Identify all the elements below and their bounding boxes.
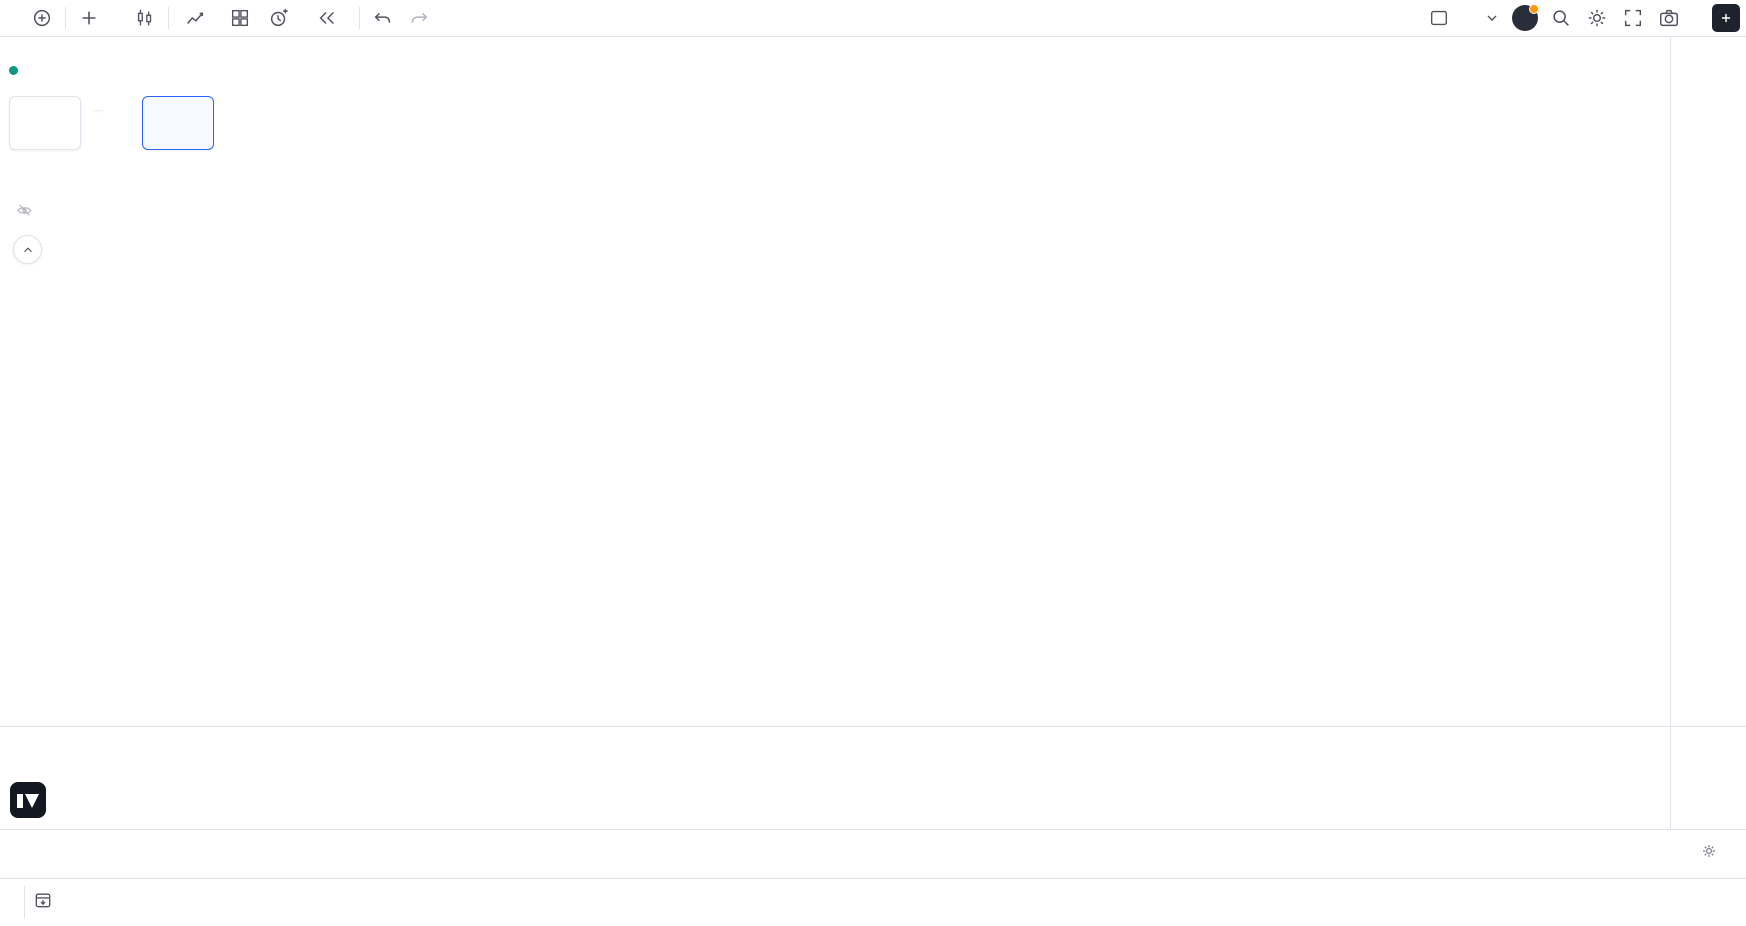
timeframe-button[interactable] bbox=[108, 4, 126, 32]
tradingview-logo[interactable] bbox=[10, 782, 55, 818]
trade-button[interactable] bbox=[1688, 4, 1706, 32]
compare-add-icon bbox=[33, 9, 51, 27]
layout-save-button[interactable] bbox=[1458, 4, 1476, 32]
search-icon bbox=[1553, 10, 1569, 26]
time-axis-settings-icon[interactable] bbox=[1700, 842, 1718, 865]
chevron-down-icon bbox=[1487, 15, 1497, 21]
notification-dot bbox=[1529, 4, 1539, 14]
redo-button[interactable] bbox=[402, 4, 436, 32]
alert-clock-icon bbox=[270, 8, 288, 27]
plus-icon bbox=[82, 11, 96, 25]
gear-icon bbox=[1588, 9, 1606, 27]
layout-window-icon bbox=[1430, 10, 1448, 26]
chevron-up-icon bbox=[23, 246, 32, 252]
undo-button[interactable] bbox=[366, 4, 400, 32]
buy-button[interactable] bbox=[142, 96, 214, 150]
candles-icon bbox=[137, 9, 152, 26]
pane-separator[interactable] bbox=[0, 726, 1746, 727]
layout-window-button[interactable] bbox=[1422, 4, 1456, 32]
ohlc-row bbox=[9, 66, 53, 75]
toolbar-separator bbox=[168, 7, 169, 29]
corner-app-button[interactable] bbox=[1712, 4, 1740, 32]
tradingview-mark-icon bbox=[10, 782, 46, 818]
trade-widget bbox=[9, 96, 219, 150]
snapshot-button[interactable] bbox=[1652, 4, 1686, 32]
sell-button[interactable] bbox=[9, 96, 81, 150]
camera-icon bbox=[1660, 9, 1678, 27]
symbol-button[interactable] bbox=[6, 4, 23, 32]
quick-search-button[interactable] bbox=[1544, 4, 1578, 32]
add-button[interactable] bbox=[72, 4, 106, 32]
corner-plus-icon bbox=[1721, 13, 1731, 23]
settings-button[interactable] bbox=[1580, 4, 1614, 32]
replay-button[interactable] bbox=[307, 4, 353, 32]
chart-type-button[interactable] bbox=[128, 4, 162, 32]
goto-date-icon bbox=[35, 893, 51, 908]
volume-legend-row[interactable] bbox=[9, 202, 33, 219]
eye-off-icon[interactable] bbox=[16, 202, 33, 219]
indicators-icon bbox=[187, 12, 204, 24]
layout-menu-button[interactable] bbox=[1478, 4, 1506, 32]
spread-value bbox=[93, 108, 103, 110]
indicators-button[interactable] bbox=[175, 4, 221, 32]
undo-icon bbox=[374, 12, 391, 23]
account-avatar[interactable] bbox=[1512, 4, 1539, 31]
layout-grid-button[interactable] bbox=[223, 4, 257, 32]
toolbar-separator bbox=[65, 7, 66, 29]
compare-add-button[interactable] bbox=[25, 4, 59, 32]
fullscreen-button[interactable] bbox=[1616, 4, 1650, 32]
bottom-toolbar bbox=[0, 878, 1746, 926]
time-axis[interactable] bbox=[0, 829, 1746, 879]
top-toolbar bbox=[0, 0, 1746, 37]
alert-button[interactable] bbox=[259, 4, 305, 32]
legend-collapse-button[interactable] bbox=[13, 235, 42, 264]
fullscreen-icon bbox=[1624, 9, 1642, 27]
toolbar-separator bbox=[359, 7, 360, 29]
replay-icon bbox=[319, 11, 334, 25]
grid-icon bbox=[231, 9, 249, 27]
redo-icon bbox=[411, 12, 428, 23]
price-axis[interactable] bbox=[1670, 37, 1746, 829]
market-status-dot bbox=[9, 66, 18, 75]
goto-date-button[interactable] bbox=[24, 886, 61, 919]
chart-legend bbox=[9, 66, 214, 264]
